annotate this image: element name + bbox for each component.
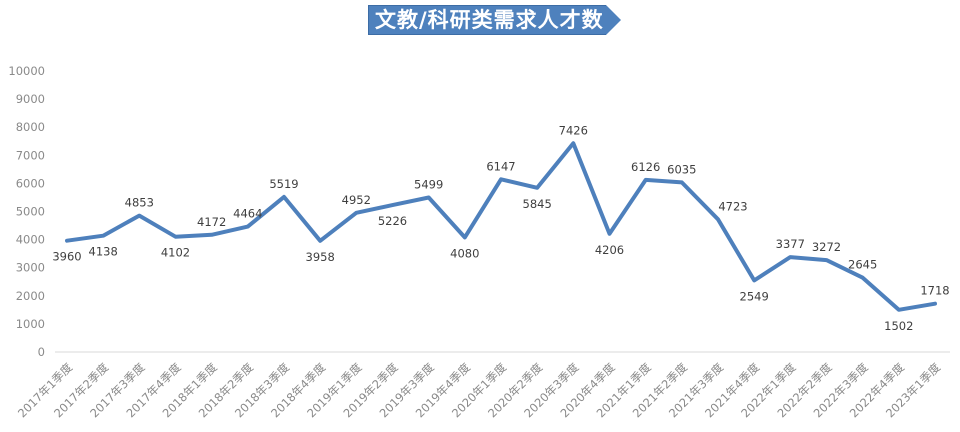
- y-tick-label: 5000: [16, 205, 45, 219]
- banner-arrow-icon: [605, 5, 621, 35]
- data-point-label: 5845: [523, 197, 552, 211]
- data-series-line: [65, 141, 937, 312]
- data-point-label: 3960: [52, 250, 81, 264]
- data-point-label: 4138: [89, 245, 118, 259]
- data-point-label: 4853: [125, 196, 154, 210]
- data-point-label: 6126: [631, 160, 660, 174]
- data-labels: 3960 4138 4853 4102 4172 4464 5519 3958 4952 5226…: [52, 123, 949, 332]
- data-point-label: 4464: [233, 207, 262, 221]
- data-point-label: 6147: [486, 159, 515, 173]
- data-point-label: 5519: [269, 177, 298, 191]
- data-point-label: 7426: [559, 123, 588, 137]
- data-point-label: 4172: [197, 215, 226, 229]
- y-tick-label: 7000: [16, 148, 45, 162]
- y-axis-labels: 0 1000 2000 3000 4000 5000 6000 7000 8000 9000 100…: [8, 64, 45, 359]
- data-point-label: 4206: [595, 243, 624, 257]
- data-point-label: 4723: [718, 199, 747, 213]
- data-point-label: 3377: [776, 237, 805, 251]
- data-point-label: 2645: [848, 258, 877, 272]
- data-point-label: 4952: [342, 193, 371, 207]
- data-point-label: 5499: [414, 178, 443, 192]
- data-point-label: 3272: [812, 240, 841, 254]
- y-tick-label: 2000: [16, 289, 45, 303]
- y-tick-label: 0: [38, 345, 45, 359]
- data-point-label: 4102: [161, 246, 190, 260]
- chart-title-banner: 文教/科研类需求人才数: [368, 5, 621, 35]
- y-tick-label: 9000: [16, 92, 45, 106]
- data-point-label: 1502: [884, 319, 913, 333]
- y-tick-label: 10000: [8, 64, 45, 78]
- y-tick-label: 3000: [16, 261, 45, 275]
- data-point-label: 3958: [306, 250, 335, 264]
- y-tick-label: 6000: [16, 176, 45, 190]
- data-point-label: 2549: [740, 289, 769, 303]
- y-tick-label: 1000: [16, 317, 45, 331]
- data-point-label: 6035: [667, 162, 696, 176]
- y-tick-label: 8000: [16, 120, 45, 134]
- data-point-label: 1718: [920, 284, 949, 298]
- data-point-label: 5226: [378, 214, 407, 228]
- chart-title: 文教/科研类需求人才数: [368, 5, 606, 35]
- data-point-label: 4080: [450, 246, 479, 260]
- y-tick-label: 4000: [16, 233, 45, 247]
- x-axis-labels: 2017年1季度2017年2季度2017年3季度2017年4季度2018年1季度…: [15, 360, 944, 421]
